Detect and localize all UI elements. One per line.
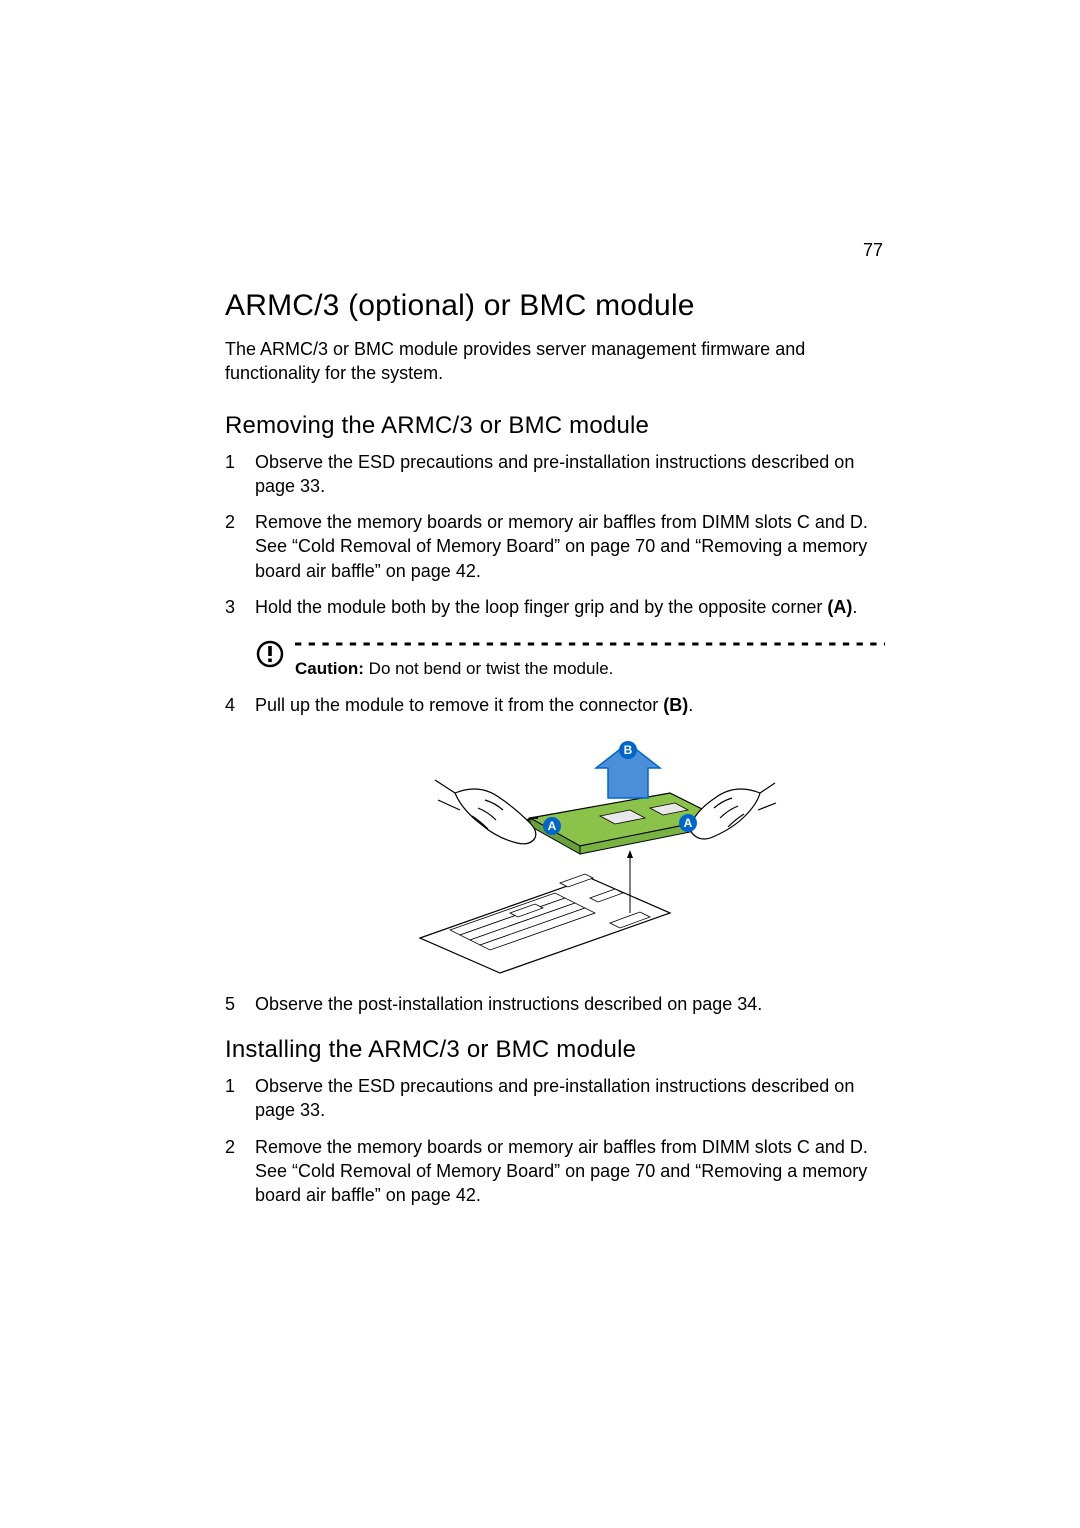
removing-steps-cont: 4 Pull up the module to remove it from t… [225,693,885,717]
dashed-separator [295,639,885,649]
step-number: 5 [225,992,255,1016]
step-text: Observe the ESD precautions and pre-inst… [255,1074,885,1123]
step-number: 2 [225,1135,255,1208]
step-number: 1 [225,1074,255,1123]
page-number: 77 [225,240,885,261]
svg-text:A: A [548,819,557,833]
step-number: 1 [225,450,255,499]
step-text: Remove the memory boards or memory air b… [255,1135,885,1208]
step-text-bold: (A) [827,597,852,617]
list-item: 1 Observe the ESD precautions and pre-in… [225,450,885,499]
module-removal-figure: B A A [255,738,885,978]
step-text: Pull up the module to remove it from the… [255,693,885,717]
installing-heading: Installing the ARMC/3 or BMC module [225,1036,885,1064]
caution-text: Caution: Do not bend or twist the module… [295,659,885,679]
motherboard-graphic [420,850,670,973]
list-item: 5 Observe the post-installation instruct… [225,992,885,1016]
caution-label: Caution: [295,659,364,678]
callout-b: B [619,741,637,759]
list-item: 1 Observe the ESD precautions and pre-in… [225,1074,885,1123]
step-number: 3 [225,595,255,619]
list-item: 2 Remove the memory boards or memory air… [225,1135,885,1208]
step-text: Remove the memory boards or memory air b… [255,510,885,583]
caution-block: Caution: Do not bend or twist the module… [255,639,885,679]
list-item: 2 Remove the memory boards or memory air… [225,510,885,583]
step-text-part: . [688,695,693,715]
removing-steps: 1 Observe the ESD precautions and pre-in… [225,450,885,620]
left-hand-graphic [435,780,536,844]
step-number: 4 [225,693,255,717]
caution-body: Do not bend or twist the module. [364,659,613,678]
list-item: 3 Hold the module both by the loop finge… [225,595,885,619]
step-text-part: Hold the module both by the loop finger … [255,597,827,617]
step-text: Hold the module both by the loop finger … [255,595,885,619]
intro-paragraph: The ARMC/3 or BMC module provides server… [225,337,885,386]
step-text-bold: (B) [663,695,688,715]
step-text: Observe the ESD precautions and pre-inst… [255,450,885,499]
removing-heading: Removing the ARMC/3 or BMC module [225,412,885,440]
step-text: Observe the post-installation instructio… [255,992,885,1016]
warning-icon [255,639,285,669]
svg-text:A: A [684,816,693,830]
callout-a-left: A [543,817,561,835]
list-item: 4 Pull up the module to remove it from t… [225,693,885,717]
step-text-part: Pull up the module to remove it from the… [255,695,663,715]
step-number: 2 [225,510,255,583]
installing-steps: 1 Observe the ESD precautions and pre-in… [225,1074,885,1207]
step-text-part: . [852,597,857,617]
removing-steps-end: 5 Observe the post-installation instruct… [225,992,885,1016]
right-hand-graphic [690,783,776,839]
svg-text:B: B [624,743,633,757]
page-title: ARMC/3 (optional) or BMC module [225,289,885,323]
callout-a-right: A [679,814,697,832]
caution-content: Caution: Do not bend or twist the module… [295,639,885,679]
